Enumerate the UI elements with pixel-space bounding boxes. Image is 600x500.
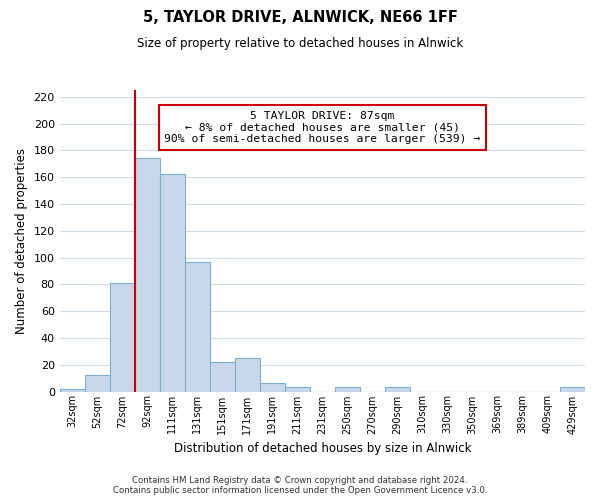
Text: Size of property relative to detached houses in Alnwick: Size of property relative to detached ho… xyxy=(137,38,463,51)
Bar xyxy=(59,389,85,392)
Bar xyxy=(185,262,210,392)
Text: 5 TAYLOR DRIVE: 87sqm
← 8% of detached houses are smaller (45)
90% of semi-detac: 5 TAYLOR DRIVE: 87sqm ← 8% of detached h… xyxy=(164,111,481,144)
Bar xyxy=(235,358,260,392)
Bar xyxy=(385,388,410,392)
Bar xyxy=(260,384,285,392)
Y-axis label: Number of detached properties: Number of detached properties xyxy=(15,148,28,334)
Bar xyxy=(210,362,235,392)
Bar xyxy=(160,174,185,392)
Bar xyxy=(110,283,135,392)
Bar xyxy=(560,388,585,392)
X-axis label: Distribution of detached houses by size in Alnwick: Distribution of detached houses by size … xyxy=(173,442,471,455)
Text: Contains HM Land Registry data © Crown copyright and database right 2024.
Contai: Contains HM Land Registry data © Crown c… xyxy=(113,476,487,495)
Bar xyxy=(135,158,160,392)
Bar xyxy=(85,376,110,392)
Bar xyxy=(335,388,360,392)
Bar xyxy=(285,388,310,392)
Text: 5, TAYLOR DRIVE, ALNWICK, NE66 1FF: 5, TAYLOR DRIVE, ALNWICK, NE66 1FF xyxy=(143,10,457,25)
